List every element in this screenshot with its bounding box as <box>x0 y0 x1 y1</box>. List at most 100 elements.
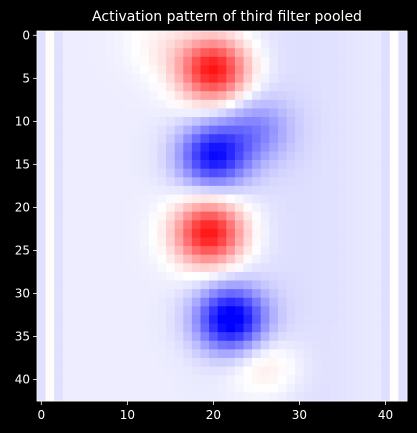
heatmap-cell <box>320 125 330 135</box>
heatmap-cell <box>97 39 107 49</box>
heatmap-cell <box>71 185 81 195</box>
heatmap-cell <box>37 280 46 290</box>
heatmap-cell <box>131 323 141 333</box>
heatmap-cell <box>355 366 365 376</box>
heatmap-cell <box>372 194 382 204</box>
heatmap-cell <box>320 65 330 75</box>
heatmap-cell <box>80 349 90 359</box>
heatmap-cell <box>88 203 98 213</box>
heatmap-cell <box>381 65 391 75</box>
heatmap-cell <box>329 65 339 75</box>
heatmap-cell <box>355 349 365 359</box>
heatmap-cell <box>209 125 219 135</box>
heatmap-cell <box>398 297 408 307</box>
heatmap-cell <box>217 142 227 152</box>
heatmap-cell <box>372 280 382 290</box>
heatmap-cell <box>277 125 287 135</box>
heatmap-cell <box>381 392 391 402</box>
heatmap-cell <box>355 160 365 170</box>
heatmap-cell <box>329 263 339 273</box>
heatmap-cell <box>303 142 313 152</box>
heatmap-cell <box>389 168 399 178</box>
heatmap-cell <box>320 108 330 118</box>
heatmap-cell <box>174 306 184 316</box>
heatmap-cell <box>71 366 81 376</box>
heatmap-cell <box>200 357 210 367</box>
chart-title: Activation pattern of third filter poole… <box>92 9 362 25</box>
heatmap-cell <box>148 99 158 109</box>
heatmap-cell <box>200 134 210 144</box>
heatmap-cell <box>71 392 81 402</box>
heatmap-cell <box>105 289 115 299</box>
heatmap-cell <box>191 237 201 247</box>
heatmap-cell <box>148 56 158 66</box>
heatmap-cell <box>252 254 262 264</box>
heatmap-cell <box>157 289 167 299</box>
heatmap-cell <box>338 306 348 316</box>
heatmap-cell <box>217 254 227 264</box>
heatmap-cell <box>191 375 201 385</box>
heatmap-cell <box>131 134 141 144</box>
heatmap-cell <box>269 375 279 385</box>
heatmap-cell <box>105 56 115 66</box>
heatmap-cell <box>303 392 313 402</box>
heatmap-cell <box>123 160 133 170</box>
heatmap-cell <box>226 263 236 273</box>
heatmap-cell <box>389 151 399 161</box>
heatmap-cell <box>363 160 373 170</box>
heatmap-cell <box>338 74 348 84</box>
heatmap-cell <box>372 177 382 187</box>
heatmap-cell <box>200 203 210 213</box>
heatmap-cell <box>329 254 339 264</box>
heatmap-cell <box>363 117 373 127</box>
heatmap-cell <box>312 117 322 127</box>
heatmap-cell <box>105 125 115 135</box>
heatmap-cell <box>140 306 150 316</box>
heatmap-cell <box>346 160 356 170</box>
heatmap-cell <box>123 151 133 161</box>
heatmap-cell <box>260 74 270 84</box>
heatmap-cell <box>174 134 184 144</box>
heatmap-cell <box>62 134 72 144</box>
heatmap-cell <box>312 82 322 92</box>
heatmap-cell <box>346 108 356 118</box>
heatmap-cell <box>54 297 64 307</box>
heatmap-cell <box>355 340 365 350</box>
heatmap-cell <box>200 263 210 273</box>
heatmap-cell <box>303 375 313 385</box>
heatmap-cell <box>381 108 391 118</box>
heatmap-cell <box>131 332 141 342</box>
heatmap-cell <box>37 340 46 350</box>
heatmap-cell <box>166 185 176 195</box>
heatmap-cell <box>338 271 348 281</box>
heatmap-cell <box>123 375 133 385</box>
heatmap-cell <box>338 142 348 152</box>
heatmap-cell <box>312 160 322 170</box>
heatmap-cell <box>45 349 55 359</box>
heatmap-cell <box>114 340 124 350</box>
heatmap-cell <box>398 392 408 402</box>
heatmap-cell <box>45 117 55 127</box>
heatmap-cell <box>363 340 373 350</box>
heatmap-cell <box>105 99 115 109</box>
heatmap-cell <box>54 254 64 264</box>
heatmap-cell <box>105 151 115 161</box>
heatmap-cell <box>346 392 356 402</box>
heatmap-cell <box>114 237 124 247</box>
heatmap-cell <box>260 108 270 118</box>
heatmap-cell <box>398 289 408 299</box>
heatmap-cell <box>303 185 313 195</box>
heatmap-cell <box>217 185 227 195</box>
heatmap-cell <box>183 185 193 195</box>
heatmap-cell <box>252 203 262 213</box>
heatmap-cell <box>355 383 365 393</box>
heatmap-cell <box>389 280 399 290</box>
heatmap-cell <box>105 323 115 333</box>
heatmap-cell <box>260 117 270 127</box>
heatmap-cell <box>295 117 305 127</box>
heatmap-cell <box>260 246 270 256</box>
heatmap-cell <box>166 151 176 161</box>
heatmap-cell <box>389 323 399 333</box>
heatmap-cell <box>372 74 382 84</box>
heatmap-cell <box>200 99 210 109</box>
